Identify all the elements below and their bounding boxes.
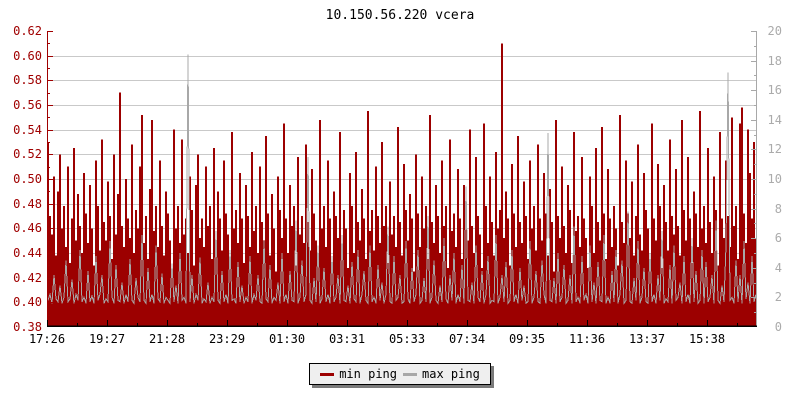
legend-label: max ping	[422, 367, 480, 381]
x-axis-tick-label: 03:31	[328, 332, 366, 346]
left-axis-tick-label: 0.42	[13, 270, 42, 285]
right-axis-tick-label: 10	[767, 172, 782, 186]
legend-dash-icon	[403, 372, 417, 376]
legend-dash-icon	[320, 372, 335, 376]
legend-label: min ping	[339, 367, 397, 381]
left-axis-tick-label: 0.58	[13, 73, 42, 88]
left-axis-tick-label: 0.62	[13, 24, 42, 38]
chart-plot-area	[47, 31, 757, 328]
left-axis-tick-label: 0.40	[13, 295, 42, 310]
x-axis-tick-label: 05:33	[388, 332, 426, 346]
chart-title: 10.150.56.220 vcera	[325, 8, 475, 23]
x-axis-tick-label: 07:34	[448, 332, 486, 346]
right-axis-tick-label: 20	[767, 24, 782, 38]
right-axis-tick-label: 14	[767, 112, 782, 127]
left-axis-labels: 0.62 0.60 0.58 0.56 0.54 0.52 0.50 0.48 0.46 0.44…	[6, 0, 42, 400]
left-axis-tick-label: 0.52	[13, 147, 42, 162]
x-axis-tick-label: 23:29	[208, 332, 246, 346]
left-axis-tick-label: 0.50	[13, 172, 42, 186]
left-axis-tick-label: 0.54	[13, 122, 42, 137]
x-axis-tick-label: 15:38	[688, 332, 726, 346]
left-axis-tick-label: 0.60	[13, 48, 42, 63]
legend-box: min ping max ping	[309, 363, 491, 385]
x-axis-tick-label: 01:30	[268, 332, 306, 346]
left-axis-tick-label: 0.48	[13, 196, 42, 211]
x-axis-tick-label: 11:36	[568, 332, 606, 346]
right-axis-tick-label: 2	[774, 290, 782, 305]
legend-item: max ping	[403, 367, 480, 381]
legend: min ping max ping	[0, 363, 800, 385]
x-axis-tick-label: 21:28	[148, 332, 186, 346]
x-axis-tick-label: 17:26	[28, 332, 66, 346]
right-axis-tick-label: 8	[774, 201, 782, 216]
right-axis-tick-label: 16	[767, 83, 782, 98]
right-axis-tick-label: 0	[774, 320, 782, 334]
right-axis-tick-label: 6	[774, 231, 782, 246]
x-axis-tick-label: 13:37	[628, 332, 666, 346]
left-axis-tick-label: 0.38	[13, 320, 42, 334]
legend-item: min ping	[320, 367, 397, 381]
left-axis-tick-label: 0.56	[13, 98, 42, 112]
right-axis-tick-label: 4	[774, 260, 782, 275]
left-axis-tick-label: 0.46	[13, 221, 42, 236]
x-axis-tick-label: 19:27	[88, 332, 126, 346]
right-axis-tick-label: 12	[767, 142, 782, 157]
right-axis-labels: 20 18 16 14 12 10 8 6 4 2 0	[762, 0, 782, 400]
x-axis-tick-label: 09:35	[508, 332, 546, 346]
x-axis-labels: 17:26 19:27 21:28 23:29 01:30 03:31 05:33 07:34…	[29, 332, 757, 348]
left-axis-tick-label: 0.44	[13, 246, 42, 260]
chart-canvas	[47, 31, 757, 328]
right-axis-tick-label: 18	[767, 53, 782, 68]
